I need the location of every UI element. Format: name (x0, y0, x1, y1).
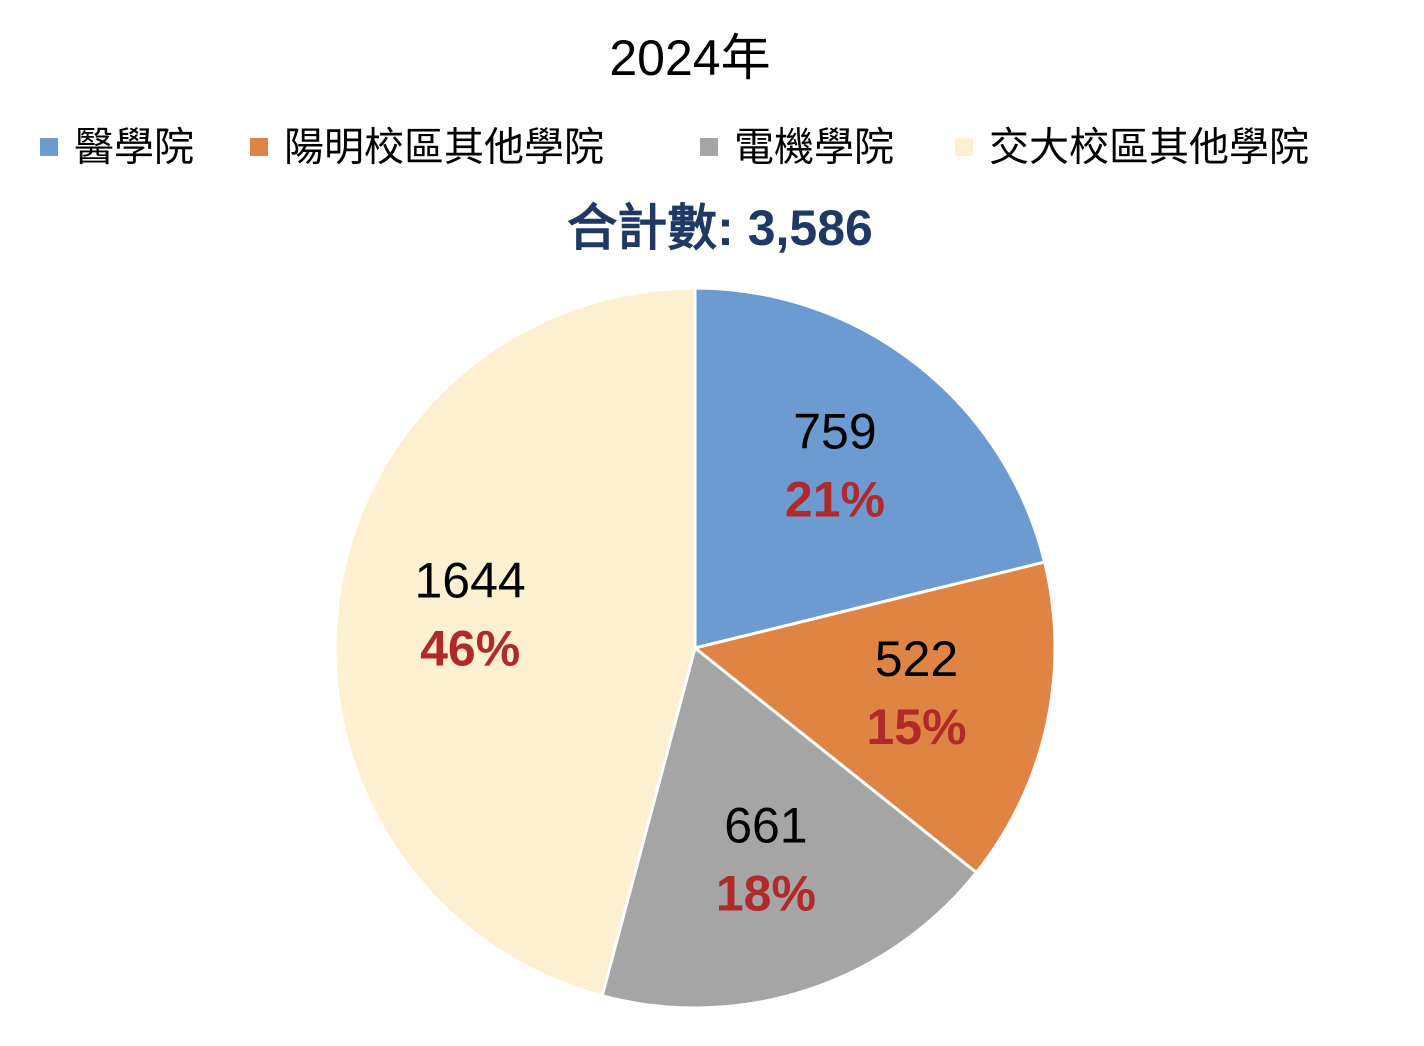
pie-slice (693, 286, 1047, 650)
chart-subtitle: 合計數: 3,586 (567, 200, 873, 256)
legend-swatch (40, 138, 58, 156)
percent-label: 21% (785, 472, 885, 528)
legend-swatch (250, 138, 268, 156)
labels: 759 21% 522 15% 661 18% 1644 46% (415, 404, 967, 922)
data-label: 661 (724, 798, 807, 854)
pie (333, 286, 1057, 1010)
pie-slice (600, 645, 979, 1010)
legend-swatch (955, 138, 973, 156)
percent-label: 18% (716, 866, 816, 922)
legend: 醫學院 陽明校區其他學院 電機學院 交大校區其他學院 (40, 126, 1309, 170)
legend-swatch (700, 138, 718, 156)
chart-title: 2024年 (609, 30, 770, 86)
pie-slice (691, 560, 1057, 875)
pie-slice (333, 286, 697, 998)
percent-label: 46% (420, 621, 520, 677)
data-label: 1644 (415, 553, 526, 609)
legend-label: 陽明校區其他學院 (284, 126, 604, 170)
legend-label: 交大校區其他學院 (989, 126, 1309, 170)
data-label: 759 (793, 404, 876, 460)
legend-label: 醫學院 (74, 126, 194, 170)
legend-label: 電機學院 (734, 126, 894, 170)
data-label: 522 (875, 631, 958, 687)
percent-label: 15% (866, 699, 966, 755)
